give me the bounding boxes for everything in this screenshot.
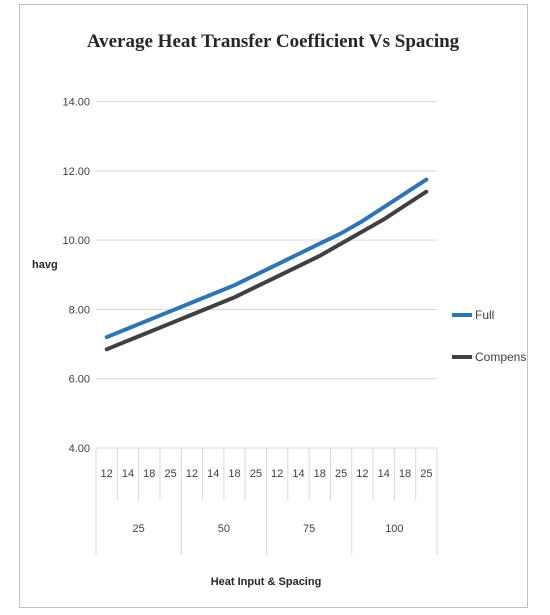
y-tick-label: 10.00 <box>62 235 90 247</box>
y-tick-label: 8.00 <box>69 304 90 316</box>
x-tick-label-spacing: 18 <box>399 468 411 480</box>
series-line-compensatory <box>104 189 429 352</box>
x-tick-label-spacing: 25 <box>335 468 347 480</box>
y-tick-label: 6.00 <box>69 374 90 386</box>
x-tick-label-spacing: 12 <box>271 468 283 480</box>
x-tick-label-spacing: 14 <box>292 468 304 480</box>
y-tick-label: 14.00 <box>62 97 90 109</box>
y-tick-labels: 4.00 6.00 8.00 10.00 12.00 14.00 <box>62 97 90 455</box>
gridlines <box>96 101 437 449</box>
legend-label: Full <box>475 308 494 322</box>
chart-title: Average Heat Transfer Coefficient Vs Spa… <box>87 31 460 52</box>
x-tick-label-heat-input: 75 <box>303 523 315 535</box>
series-line-full <box>104 177 429 340</box>
y-axis-label: havg <box>32 259 58 271</box>
chart-svg: Average Heat Transfer Coefficient Vs Spa… <box>32 31 527 588</box>
x-tick-label-spacing: 25 <box>164 468 176 480</box>
x-tick-label-spacing: 18 <box>314 468 326 480</box>
x-tick-label-heat-input: 25 <box>133 523 145 535</box>
series-lines <box>104 177 429 352</box>
x-tick-label-spacing: 14 <box>122 468 134 480</box>
x-category-table: 12 14 18 25 12 14 18 25 12 14 18 25 12 14 18 25 25 50 75 10… <box>95 447 438 555</box>
x-tick-label-spacing: 18 <box>228 468 240 480</box>
chart-frame: Average Heat Transfer Coefficient Vs Spa… <box>19 4 528 608</box>
legend-label: Compensatory <box>475 350 527 364</box>
x-tick-label-spacing: 25 <box>420 468 432 480</box>
x-tick-label-heat-input: 100 <box>385 523 403 535</box>
x-tick-label-spacing: 12 <box>186 468 198 480</box>
y-tick-label: 12.00 <box>62 166 90 178</box>
x-tick-label-spacing: 18 <box>143 468 155 480</box>
x-tick-label-spacing: 14 <box>378 468 390 480</box>
x-tick-label-spacing: 14 <box>207 468 219 480</box>
x-tick-label-spacing: 12 <box>356 468 368 480</box>
x-tick-label-spacing: 25 <box>250 468 262 480</box>
x-tick-label-heat-input: 50 <box>218 523 230 535</box>
legend: Full Compensatory <box>452 308 527 364</box>
y-tick-label: 4.00 <box>69 443 90 455</box>
x-axis-label: Heat Input & Spacing <box>211 576 322 588</box>
x-tick-label-spacing: 12 <box>101 468 113 480</box>
